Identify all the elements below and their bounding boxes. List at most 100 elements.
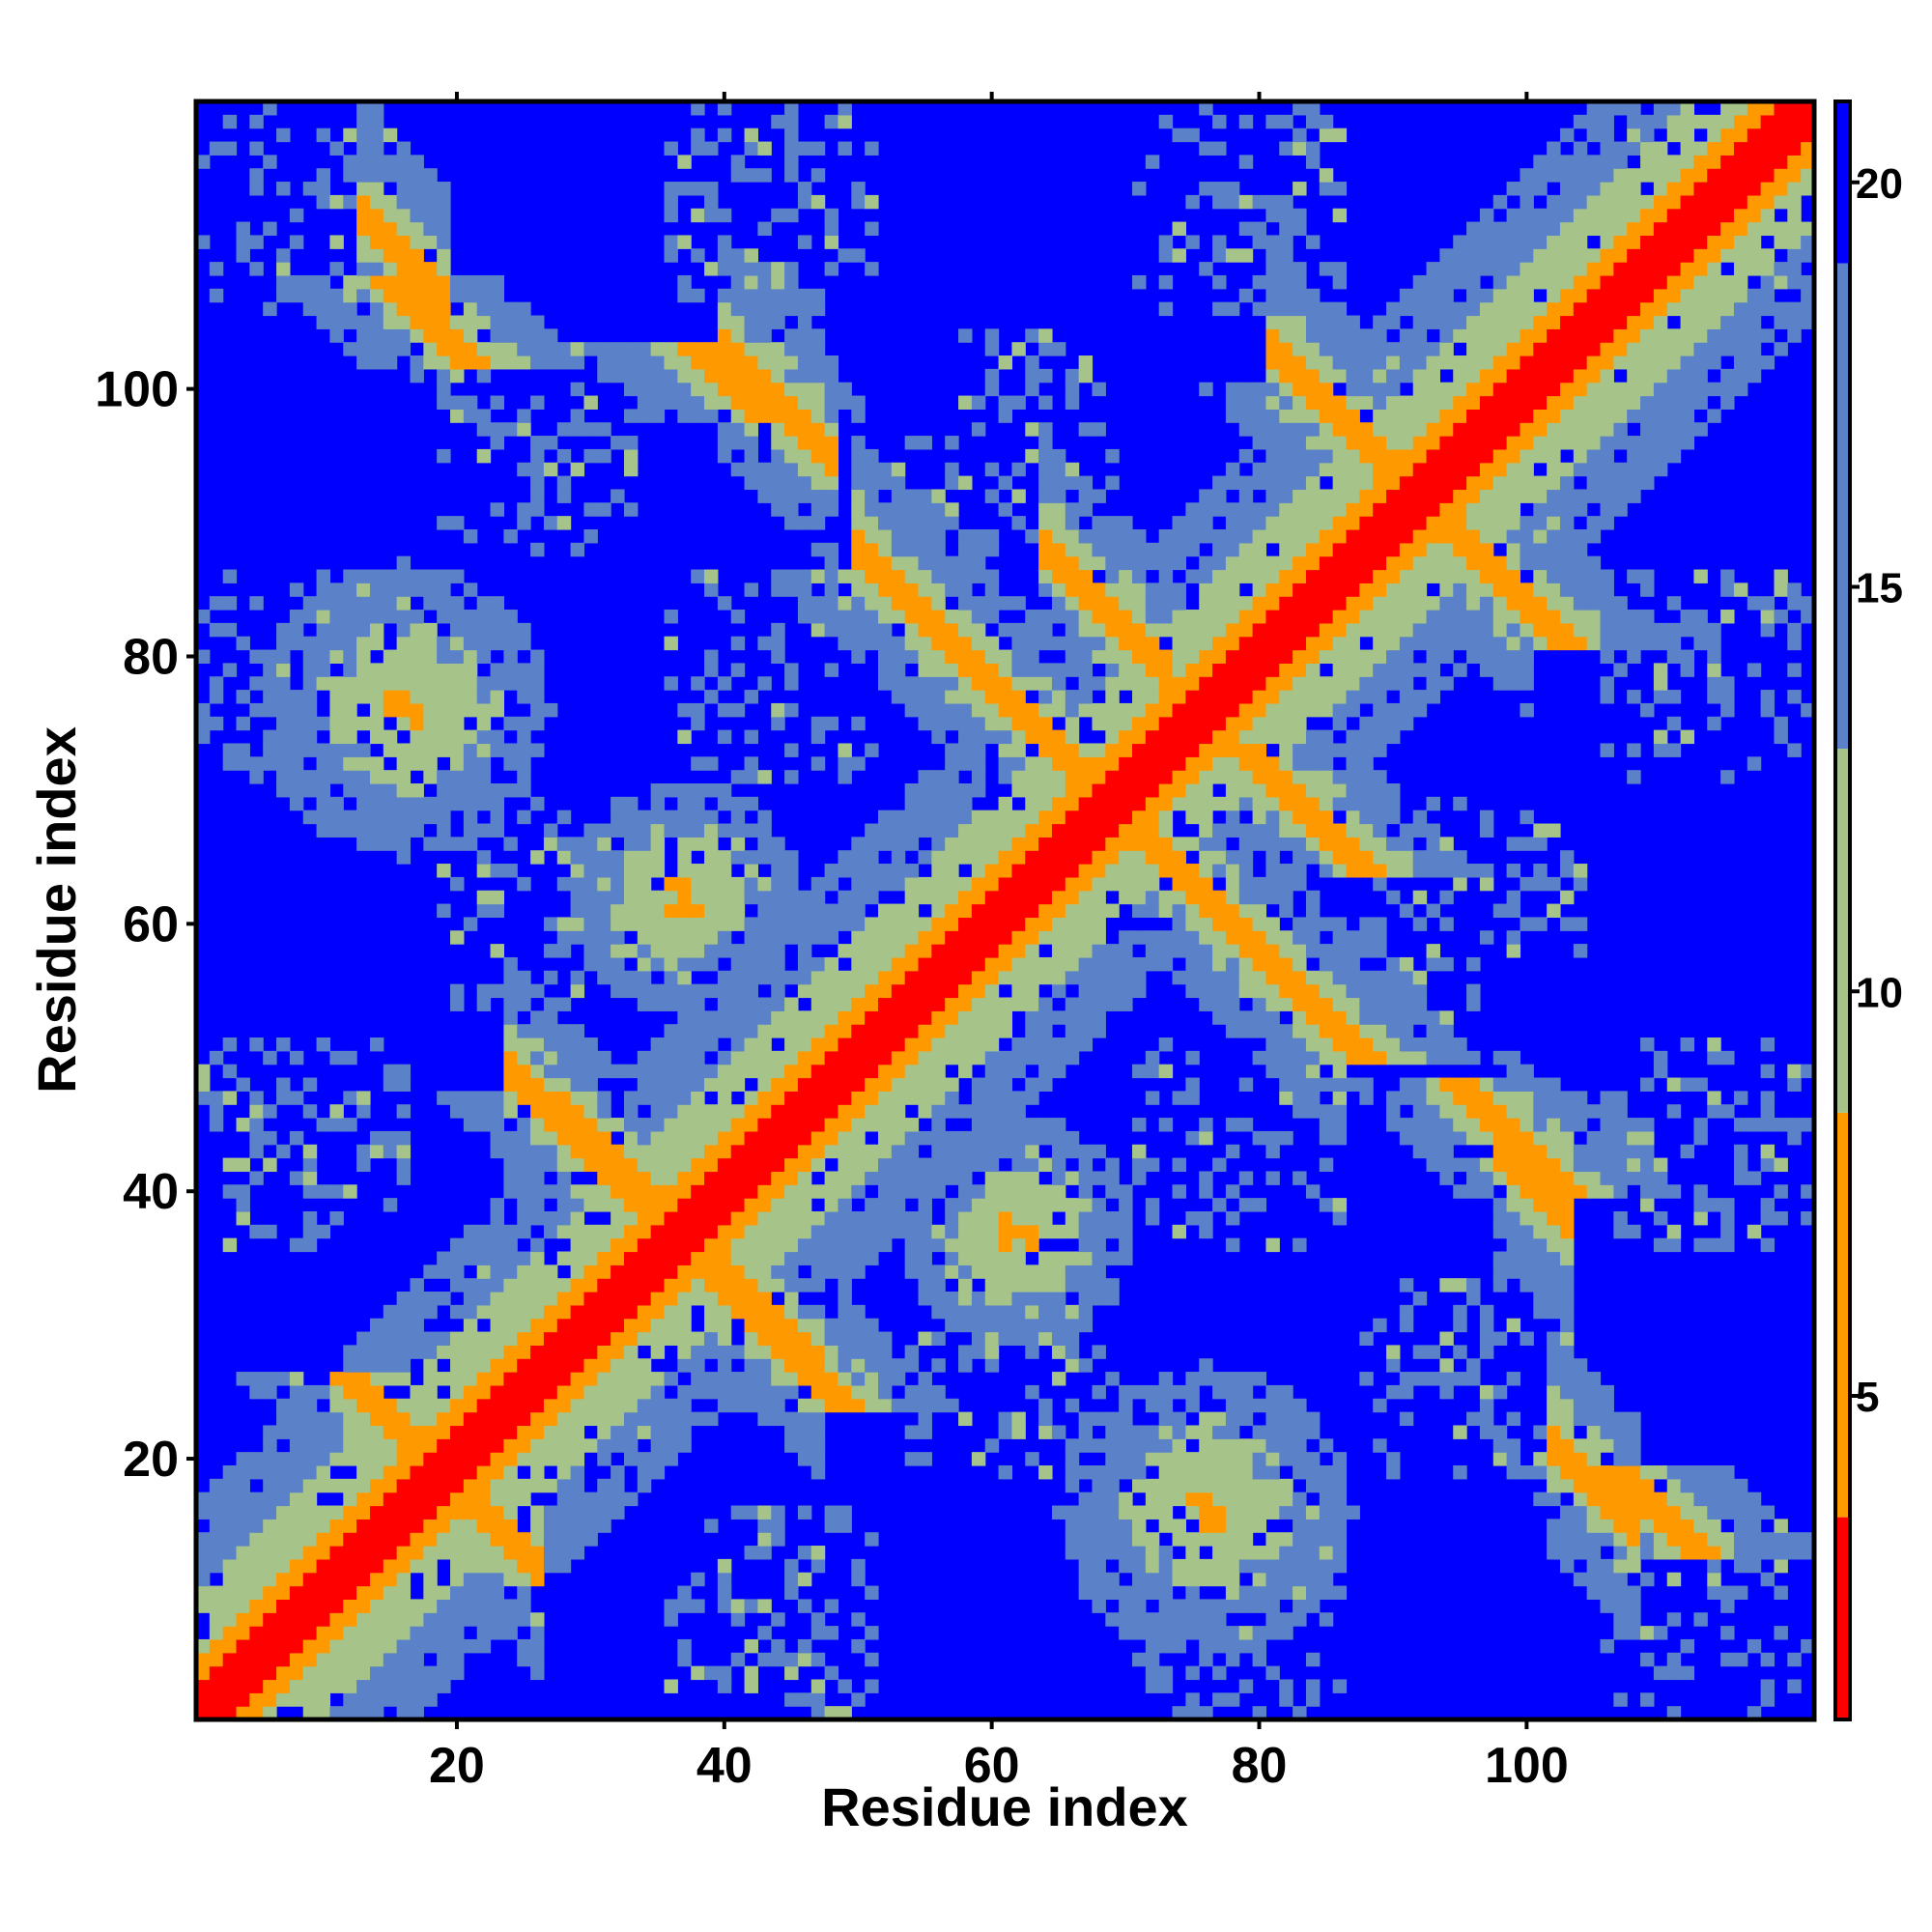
heatmap-cell	[1319, 1037, 1334, 1052]
heatmap-cell	[517, 502, 531, 517]
heatmap-cell	[369, 782, 384, 798]
heatmap-cell	[236, 1612, 250, 1627]
heatmap-cell	[570, 1024, 585, 1038]
heatmap-cell	[931, 1077, 946, 1092]
heatmap-cell	[1586, 1384, 1602, 1400]
heatmap-cell	[637, 917, 652, 931]
heatmap-cell	[1492, 1091, 1508, 1105]
heatmap-cell	[784, 355, 799, 370]
heatmap-cell	[838, 1050, 852, 1065]
heatmap-cell	[1132, 1064, 1147, 1079]
heatmap-cell	[556, 837, 572, 851]
heatmap-cell	[1145, 1612, 1160, 1627]
heatmap-cell	[1547, 1118, 1561, 1132]
heatmap-cell	[784, 1077, 799, 1092]
heatmap-cell	[476, 903, 492, 919]
heatmap-cell	[717, 796, 732, 811]
heatmap-cell	[1279, 970, 1293, 985]
heatmap-cell	[1185, 1492, 1200, 1507]
heatmap-cell	[410, 368, 424, 384]
heatmap-cell	[356, 288, 371, 303]
heatmap-cell	[664, 1612, 678, 1627]
heatmap-cell	[771, 1372, 785, 1386]
heatmap-cell	[704, 368, 719, 384]
heatmap-cell	[865, 1251, 879, 1265]
heatmap-cell	[222, 1464, 238, 1480]
heatmap-cell	[463, 274, 478, 290]
heatmap-cell	[410, 248, 424, 263]
heatmap-cell	[369, 248, 384, 263]
heatmap-cell	[1373, 1010, 1387, 1025]
heatmap-cell	[556, 1091, 572, 1105]
heatmap-cell	[730, 610, 746, 624]
heatmap-cell	[971, 944, 986, 958]
heatmap-cell	[717, 262, 732, 276]
heatmap-cell	[744, 1599, 758, 1613]
heatmap-cell	[757, 876, 772, 892]
heatmap-cell	[757, 1198, 772, 1212]
heatmap-cell	[824, 1237, 839, 1253]
heatmap-cell	[918, 502, 932, 517]
heatmap-cell	[423, 288, 438, 303]
heatmap-cell	[1466, 1358, 1481, 1373]
heatmap-cell	[945, 997, 959, 1011]
heatmap-cell	[450, 1104, 465, 1119]
heatmap-cell	[824, 235, 839, 249]
heatmap-cell	[1025, 1384, 1039, 1400]
heatmap-cell	[877, 1064, 893, 1079]
heatmap-cell	[971, 690, 986, 704]
heatmap-cell	[1680, 1478, 1695, 1493]
heatmap-cell	[437, 1345, 451, 1359]
heatmap-cell	[650, 1157, 666, 1173]
heatmap-cell	[1132, 1626, 1147, 1640]
heatmap-cell	[838, 1118, 852, 1132]
heatmap-cell	[810, 729, 826, 745]
heatmap-cell	[730, 876, 746, 892]
heatmap-cell	[771, 1198, 785, 1212]
heatmap-cell	[771, 1104, 785, 1119]
heatmap-cell	[1051, 1264, 1066, 1279]
heatmap-cell	[757, 1210, 772, 1226]
heatmap-cell	[918, 930, 932, 945]
heatmap-cell	[1185, 1546, 1200, 1560]
heatmap-cell	[249, 1638, 264, 1654]
heatmap-cell	[810, 1064, 826, 1079]
heatmap-cell	[1559, 1237, 1575, 1253]
heatmap-cell	[838, 1398, 852, 1413]
heatmap-cell	[851, 516, 866, 530]
heatmap-cell	[1172, 1478, 1186, 1493]
heatmap-cell	[838, 1224, 852, 1239]
heatmap-cell	[570, 1398, 585, 1413]
heatmap-cell	[865, 569, 879, 583]
heatmap-cell	[1547, 1292, 1561, 1306]
heatmap-cell	[583, 837, 598, 851]
heatmap-cell	[1105, 1572, 1120, 1587]
heatmap-cell	[583, 1144, 598, 1159]
heatmap-cell	[1225, 1626, 1240, 1640]
heatmap-cell	[1238, 1024, 1254, 1038]
heatmap-cell	[597, 1130, 611, 1146]
heatmap-cell	[1399, 1010, 1414, 1025]
heatmap-cell	[543, 1558, 558, 1574]
heatmap-cell	[810, 1050, 826, 1065]
heatmap-cell	[1533, 1292, 1548, 1306]
heatmap-cell	[971, 983, 986, 999]
heatmap-cell	[410, 155, 424, 169]
heatmap-cell	[476, 1251, 492, 1265]
heatmap-cell	[877, 1198, 893, 1212]
heatmap-cell	[356, 1612, 371, 1627]
heatmap-cell	[1573, 1546, 1588, 1560]
heatmap-cell	[704, 864, 719, 878]
heatmap-cell	[958, 956, 973, 972]
heatmap-cell	[1559, 1144, 1575, 1159]
heatmap-cell	[316, 274, 331, 290]
heatmap-cell	[865, 262, 879, 276]
heatmap-cell	[1359, 944, 1374, 958]
heatmap-cell	[1412, 917, 1428, 931]
heatmap-cell	[797, 436, 812, 450]
heatmap-cell	[1212, 1372, 1227, 1386]
heatmap-cell	[810, 1558, 826, 1574]
heatmap-cell	[437, 610, 451, 624]
heatmap-cell	[650, 1411, 666, 1427]
heatmap-cell	[1252, 1024, 1267, 1038]
